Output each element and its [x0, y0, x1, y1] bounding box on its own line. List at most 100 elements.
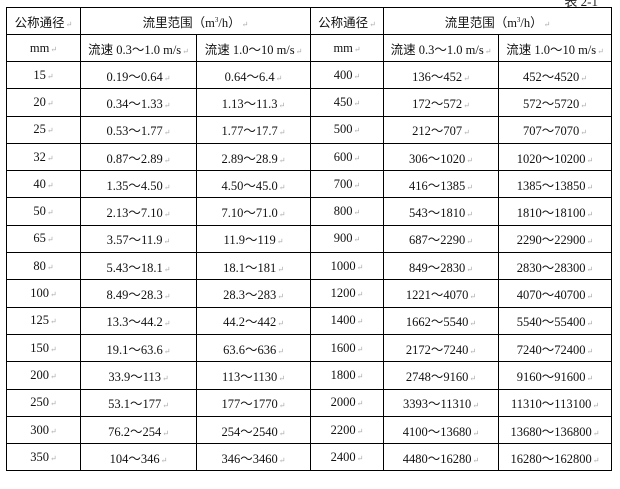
low-velocity-range-cell: 306～1020 — [383, 142, 500, 172]
table-row: 1008.49～28.328.3～28312001221～40704070～40… — [6, 279, 613, 308]
table-row: 401.35～4.504.50～45.0700416～13851385～1385… — [6, 170, 613, 199]
dn-cell: 150 — [6, 333, 81, 363]
low-velocity-range-cell: 172～572 — [383, 88, 500, 117]
dn-cell: 32 — [6, 142, 81, 172]
table-row: 15019.1～63.663.6～63616002172～72407240～72… — [6, 333, 613, 363]
dn-cell: 350 — [6, 443, 81, 472]
table-row: 25053.1～177177～177020003393～1131011310～1… — [6, 388, 613, 417]
high-velocity-range-cell: 2.89～28.9 — [195, 142, 312, 172]
low-velocity-range-cell: 19.1～63.6 — [80, 333, 197, 363]
low-velocity-range-cell: 33.9～113 — [80, 361, 197, 390]
unit-header: mm — [310, 34, 385, 62]
high-velocity-range-cell: 63.6～636 — [195, 333, 312, 363]
low-velocity-range-cell: 3.57～11.9 — [80, 224, 197, 254]
low-velocity-range-cell: 0.34～1.33 — [80, 88, 197, 117]
low-velocity-range-cell: 543～1810 — [383, 197, 500, 226]
dn-cell: 125 — [6, 306, 81, 335]
high-velocity-range-cell: 113～1130 — [195, 361, 312, 390]
dn-cell: 40 — [6, 170, 81, 199]
dn-cell: 65 — [6, 224, 81, 254]
high-velocity-range-cell: 1020～10200 — [498, 142, 613, 172]
low-velocity-range-cell: 416～1385 — [383, 170, 500, 199]
low-velocity-range-cell: 136～452 — [383, 60, 500, 90]
high-velocity-range-cell: 16280～162800 — [498, 443, 613, 472]
high-velocity-header: 流速 1.0～10 m/s — [498, 34, 613, 62]
dn-cell: 1600 — [310, 333, 385, 363]
low-velocity-range-cell: 4100～13680 — [383, 415, 500, 445]
high-velocity-range-cell: 1.77～17.7 — [195, 115, 312, 144]
low-velocity-range-cell: 1221～4070 — [383, 279, 500, 308]
dn-cell: 50 — [6, 197, 81, 226]
table-row: 250.53～1.771.77～17.7500212～707707～7070 — [6, 115, 613, 144]
high-velocity-range-cell: 177～1770 — [195, 388, 312, 417]
low-velocity-range-cell: 849～2830 — [383, 252, 500, 281]
subheader-row: mm 流速 0.3～1.0 m/s 流速 1.0～10 m/s mm 流速 0.… — [6, 34, 613, 62]
low-velocity-range-cell: 0.87～2.89 — [80, 142, 197, 172]
table-row: 320.87～2.892.89～28.9600306～10201020～1020… — [6, 142, 613, 172]
dn-cell: 1200 — [310, 279, 385, 308]
high-velocity-range-cell: 11310～113100 — [498, 388, 613, 417]
flow-range-header: 流里范围（m3/h） — [79, 7, 312, 35]
table-caption: 表 2-1 — [564, 0, 598, 9]
table-row: 350104～346346～346024004480～1628016280～16… — [6, 443, 613, 472]
high-velocity-range-cell: 13680～136800 — [498, 415, 613, 445]
low-velocity-range-cell: 4480～16280 — [383, 443, 500, 472]
high-velocity-range-cell: 4070～40700 — [498, 279, 613, 308]
low-velocity-range-cell: 0.53～1.77 — [80, 115, 197, 144]
dn-cell: 20 — [6, 88, 81, 117]
dn-cell: 600 — [310, 142, 385, 172]
dn-cell: 25 — [6, 115, 81, 144]
low-velocity-range-cell: 104～346 — [80, 443, 197, 472]
low-velocity-header: 流速 0.3～1.0 m/s — [383, 34, 500, 62]
dn-header: 公称通径 — [6, 7, 81, 35]
low-velocity-range-cell: 2172～7240 — [383, 333, 500, 363]
dn-cell: 800 — [310, 197, 385, 226]
table-row: 30076.2～254254～254022004100～1368013680～1… — [6, 415, 613, 445]
high-velocity-range-cell: 1385～13850 — [498, 170, 613, 199]
dn-cell: 900 — [310, 224, 385, 254]
table-row: 20033.9～113113～113018002748～91609160～916… — [6, 361, 613, 390]
dn-cell: 2200 — [310, 415, 385, 445]
table-row: 653.57～11.911.9～119900687～22902290～22900 — [6, 224, 613, 254]
high-velocity-range-cell: 4.50～45.0 — [195, 170, 312, 199]
low-velocity-range-cell: 76.2～254 — [80, 415, 197, 445]
high-velocity-range-cell: 2830～28300 — [498, 252, 613, 281]
low-velocity-range-cell: 1662～5540 — [383, 306, 500, 335]
high-velocity-range-cell: 254～2540 — [195, 415, 312, 445]
low-velocity-header: 流速 0.3～1.0 m/s — [80, 34, 197, 62]
table-row: 12513.3～44.244.2～44214001662～55405540～55… — [6, 306, 613, 335]
high-velocity-range-cell: 7240～72400 — [498, 333, 613, 363]
dn-cell: 2000 — [310, 388, 385, 417]
table-row: 805.43～18.118.1～1811000849～28302830～2830… — [6, 252, 613, 281]
low-velocity-range-cell: 2.13～7.10 — [80, 197, 197, 226]
high-velocity-range-cell: 452～4520 — [498, 60, 613, 90]
dn-cell: 250 — [6, 388, 81, 417]
dn-cell: 400 — [310, 60, 385, 90]
dn-cell: 1000 — [310, 252, 385, 281]
low-velocity-range-cell: 1.35～4.50 — [80, 170, 197, 199]
dn-header: 公称通径 — [310, 7, 385, 35]
high-velocity-range-cell: 572～5720 — [498, 88, 613, 117]
high-velocity-range-cell: 2290～22900 — [498, 224, 613, 254]
dn-cell: 500 — [310, 115, 385, 144]
high-velocity-range-cell: 28.3～283 — [195, 279, 312, 308]
low-velocity-range-cell: 0.19～0.64 — [80, 60, 197, 90]
flow-range-table: 公称通径 流里范围（m3/h） 公称通径 流里范围（m3/h） mm 流速 0.… — [6, 7, 613, 472]
dn-cell: 700 — [310, 170, 385, 199]
high-velocity-range-cell: 0.64～6.4 — [195, 60, 312, 90]
dn-cell: 200 — [6, 361, 81, 390]
high-velocity-range-cell: 7.10～71.0 — [195, 197, 312, 226]
high-velocity-range-cell: 44.2～442 — [195, 306, 312, 335]
low-velocity-range-cell: 2748～9160 — [383, 361, 500, 390]
dn-cell: 450 — [310, 88, 385, 117]
low-velocity-range-cell: 8.49～28.3 — [80, 279, 197, 308]
dn-cell: 1800 — [310, 361, 385, 390]
high-velocity-range-cell: 1.13～11.3 — [195, 88, 312, 117]
high-velocity-range-cell: 9160～91600 — [498, 361, 613, 390]
dn-cell: 80 — [6, 252, 81, 281]
low-velocity-range-cell: 13.3～44.2 — [80, 306, 197, 335]
low-velocity-range-cell: 53.1～177 — [80, 388, 197, 417]
dn-cell: 15 — [6, 60, 81, 90]
high-velocity-range-cell: 18.1～181 — [195, 252, 312, 281]
high-velocity-range-cell: 11.9～119 — [195, 224, 312, 254]
